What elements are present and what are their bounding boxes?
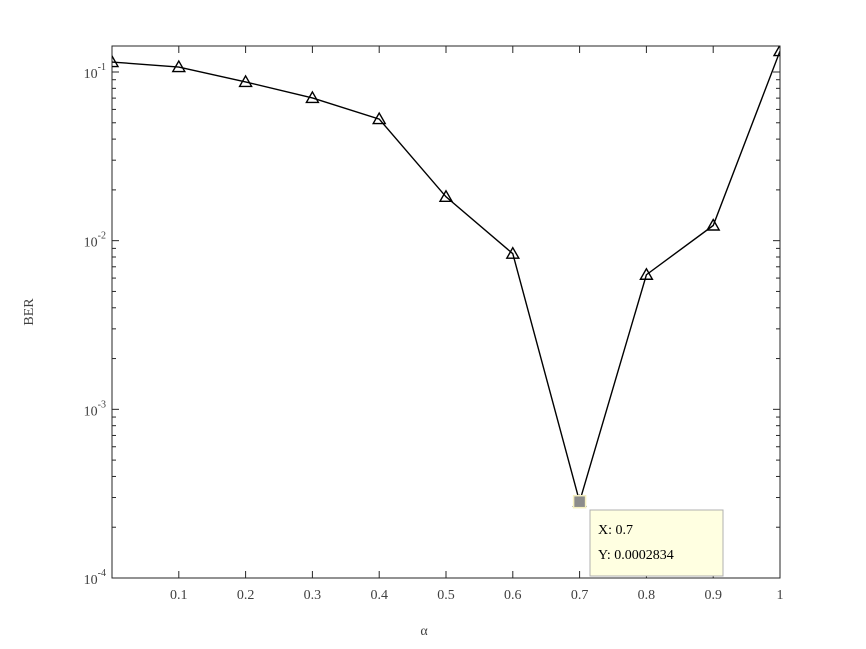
data-marker [505,246,521,259]
data-marker [371,111,387,125]
x-tick-label: 0.8 [638,588,656,603]
x-tick-label: 0.6 [504,588,522,603]
x-tick-label: 0.2 [237,588,255,603]
datatip-box [589,509,724,577]
data-marker [438,189,454,202]
data-marker [772,46,780,57]
x-axis-label: α [420,624,428,639]
y-axis-label: BER [22,298,37,326]
y-tick-label: 10-1 [84,62,106,82]
x-tick-label: 0.5 [437,588,455,603]
data-marker [112,54,120,68]
data-marker [171,59,187,73]
plot-box [111,45,781,579]
data-marker [705,218,721,231]
data-marker [238,74,253,88]
data-marker [639,267,654,280]
data-marker [305,90,320,104]
datatip-marker [572,494,587,509]
data-line [112,50,780,505]
x-tick-label: 0.1 [170,588,188,603]
y-tick-label: 10-4 [84,568,106,588]
y-tick-label: 10-3 [84,400,106,420]
x-tick-label: 0.4 [370,588,388,603]
datatip-y: Y: 0.0002834 [598,548,674,563]
y-tick-label: 10-2 [84,231,106,251]
datatip-x: X: 0.7 [598,523,633,538]
x-tick-label: 0.7 [571,588,589,603]
x-tick-label: 1 [777,588,784,603]
x-tick-label: 0.9 [704,588,722,603]
x-tick-label: 0.3 [304,588,322,603]
